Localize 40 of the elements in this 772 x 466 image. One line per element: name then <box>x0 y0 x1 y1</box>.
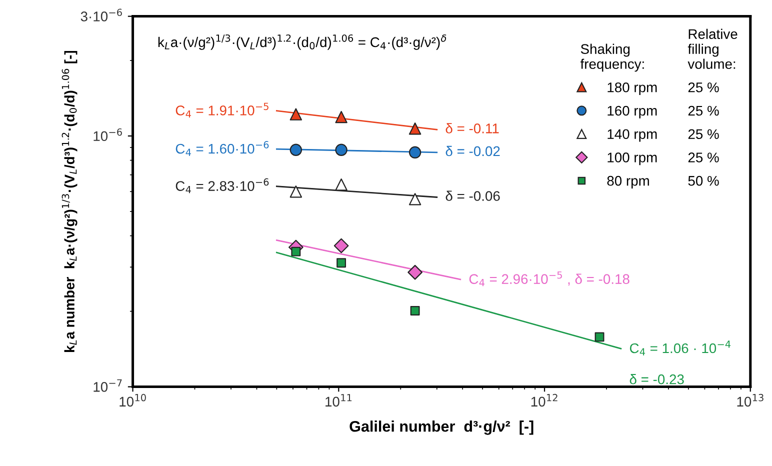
x-tick-label: 10$^{13}$ <box>737 394 764 407</box>
annotation: 25 % <box>688 129 719 140</box>
point <box>410 306 420 316</box>
y-tick-label: 3·10$^{−6}$ <box>80 8 122 22</box>
point <box>290 108 302 120</box>
annotation: 25 % <box>688 152 719 162</box>
legend-label: 100 rpm <box>608 152 657 166</box>
annotation: δ = -0.06 <box>446 190 500 201</box>
annotation: C$_{4}$ = 1.06 · 10$^{−4}$ <box>630 340 731 356</box>
annotation: 25 % <box>688 82 719 92</box>
x-tick-label: 10$^{11}$ <box>326 394 352 407</box>
point <box>408 146 422 159</box>
text: k$_{L}$a number k$_{L}$a·(ν/g²)$^{1/3}$·(V$_{L}$/d³)$^{1.2}$·(d$_{0}$/d)$^{1.06}$ [-] <box>62 50 78 352</box>
x-axis-title: Galilei number d³·g/ν² [-] <box>350 420 534 435</box>
annotation: δ = -0.23 <box>630 374 684 384</box>
point <box>291 246 301 256</box>
x-tick-label: 10$^{12}$ <box>531 394 558 407</box>
legend-label: 180 rpm <box>608 82 657 96</box>
annotation: δ = -0.11 <box>446 123 499 134</box>
legend-label: 160 rpm <box>608 106 657 118</box>
legend-label: 80 rpm <box>607 176 649 188</box>
legend-label: 140 rpm <box>608 129 657 142</box>
annotation: 50 % <box>688 176 719 186</box>
text: k$_{L}$a·(ν/g²)$^{1/3}$·(V$_{L}$/d³)$^{1.2}$·(d$_{0}$/d)$^{1.06}$ = C$_{4}$·(d³·g/ν²)$^{δ}$ <box>158 34 446 50</box>
annotation: C$_{4}$ = 1.60·10$^{−6}$ <box>176 141 269 156</box>
y-tick-label: 10$^{−6}$ <box>94 128 122 142</box>
point <box>408 122 422 135</box>
annotation: C$_{4}$ = 2.83·10$^{−6}$ <box>176 178 269 194</box>
point <box>408 264 422 280</box>
annotation: C$_{4}$ = 1.91·10$^{−5}$ <box>176 102 268 118</box>
annotation: δ = -0.02 <box>446 146 500 156</box>
point <box>290 144 302 156</box>
annotation: Relative filling volume: <box>688 28 738 69</box>
x-tick-label: 10$^{10}$ <box>120 394 146 407</box>
annotation: 25 % <box>688 106 719 116</box>
annotation: C$_{4}$ = 2.96·10$^{−5}$ , δ = -0.18 <box>469 271 630 286</box>
legend-title: Shaking frequency: <box>580 44 644 72</box>
y-tick-label: 10$^{−7}$ <box>94 379 122 392</box>
point <box>408 193 422 206</box>
point <box>290 186 302 198</box>
